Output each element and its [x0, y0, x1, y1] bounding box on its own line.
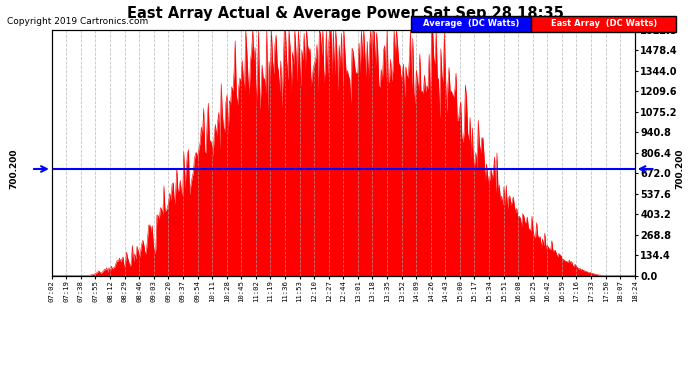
Text: East Array  (DC Watts): East Array (DC Watts)	[551, 19, 657, 28]
Text: East Array Actual & Average Power Sat Sep 28 18:35: East Array Actual & Average Power Sat Se…	[126, 6, 564, 21]
Text: 700.200: 700.200	[675, 149, 684, 189]
Text: 700.200: 700.200	[9, 149, 19, 189]
Text: Copyright 2019 Cartronics.com: Copyright 2019 Cartronics.com	[7, 17, 148, 26]
Text: Average  (DC Watts): Average (DC Watts)	[423, 19, 519, 28]
